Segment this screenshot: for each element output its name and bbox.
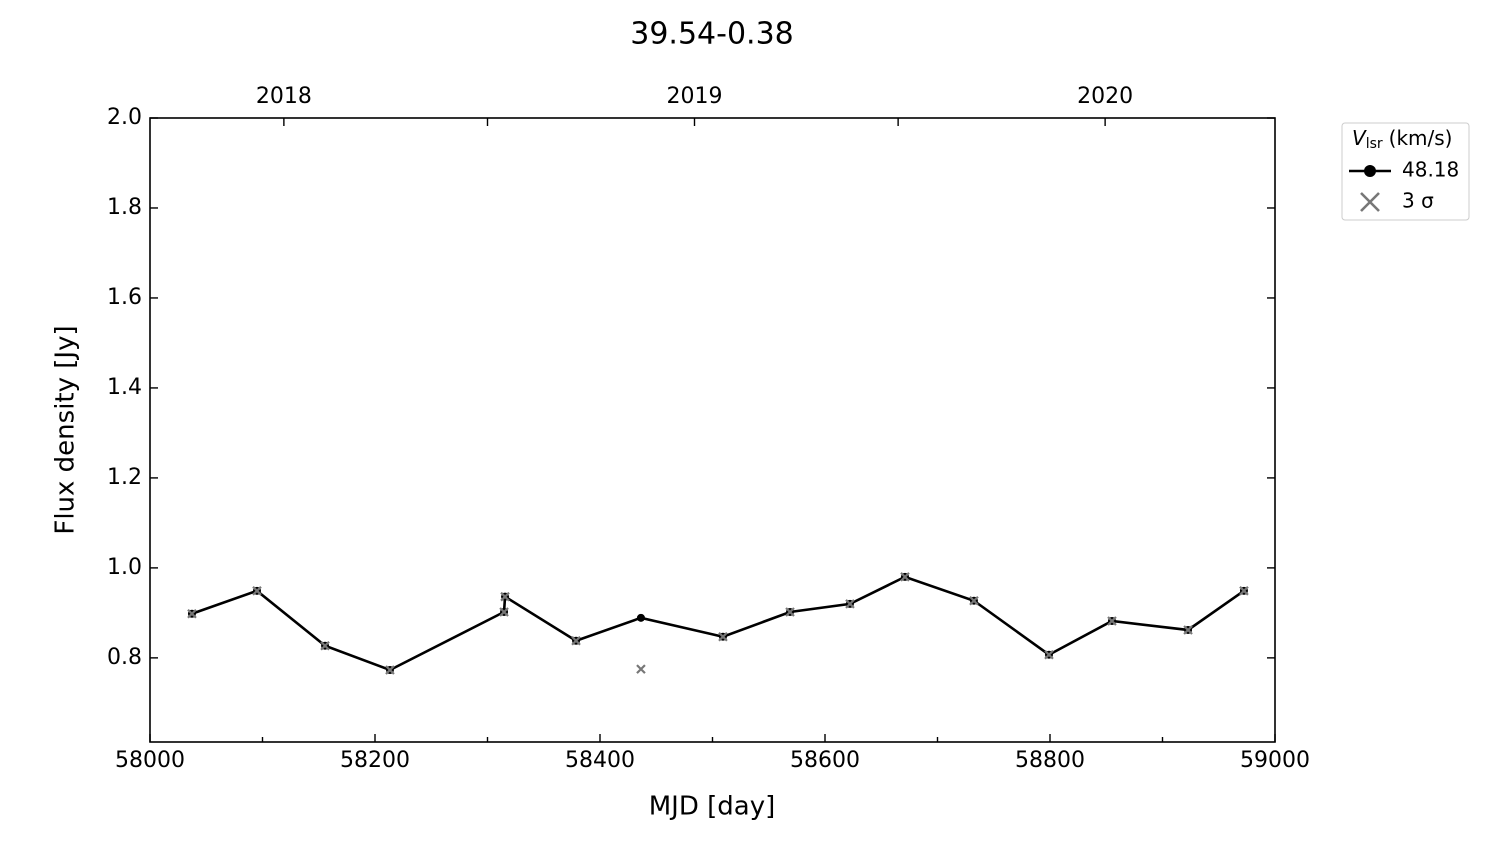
sigma-cross [320,640,330,651]
legend-label: 3 σ [1402,189,1434,213]
sigma-cross [718,631,728,642]
y-axis-label: Flux density [Jy] [51,325,81,534]
chart-title: 39.54-0.38 [630,17,794,52]
sigma-cross [500,591,510,602]
sigma-cross [845,599,855,609]
plot-frame [149,117,1276,743]
x-tick-label: 59000 [1240,748,1310,773]
y-tick-label: 1.6 [107,285,142,310]
sigma-cross [1107,616,1117,626]
x-tick-label: 58000 [115,748,185,773]
x-tick-label: 58400 [565,748,635,773]
legend-label: 48.18 [1402,158,1459,182]
legend-marker [1364,165,1376,177]
legend-title: Vlsr (km/s) [1352,126,1452,153]
x2-tick-label: 2020 [1077,84,1133,109]
sigma-cross [385,665,395,675]
sigma-cross [1183,625,1193,635]
x-tick-label: 58600 [790,748,860,773]
sigma-cross [499,607,509,617]
sigma-cross [252,586,262,596]
y-tick-label: 1.4 [107,375,142,400]
sigma-cross [969,595,979,606]
y-tick-label: 0.8 [107,645,142,670]
x-tick-label: 58800 [1015,748,1085,773]
sigma-cross [571,635,581,646]
series-line [191,575,1245,672]
y-tick-label: 2.0 [107,105,142,130]
sigma-cross [1044,649,1054,660]
x-axis-label: MJD [day] [649,792,776,822]
sigma-cross [785,607,795,617]
legend-marker [1360,192,1380,212]
x2-tick-label: 2019 [667,84,723,109]
y-tick-label: 1.2 [107,465,142,490]
legend-title-unit: (km/s) [1389,126,1453,150]
sigma-cross [636,664,646,674]
legend-title-subscript: lsr [1366,136,1383,152]
sigma-cross [187,609,197,619]
legend-title-symbol: V [1352,126,1367,150]
x2-tick-label: 2018 [256,84,312,109]
data-point [636,613,645,622]
legend-box [1341,122,1470,221]
sigma-cross [900,572,910,582]
y-tick-label: 1.8 [107,195,142,220]
y-tick-label: 1.0 [107,555,142,580]
x-tick-label: 58200 [340,748,410,773]
sigma-cross [1239,586,1249,596]
